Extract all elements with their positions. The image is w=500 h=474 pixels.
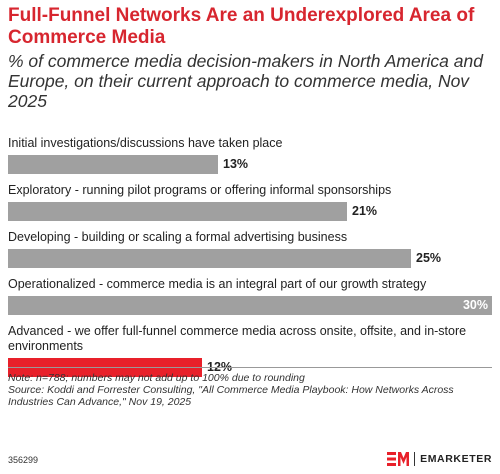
value-label: 13% bbox=[223, 157, 249, 171]
value-label: 25% bbox=[416, 251, 442, 265]
brand-name: EMARKETER bbox=[420, 453, 492, 465]
bar-row: Advanced - we offer full-funnel commerce… bbox=[8, 324, 492, 377]
bar bbox=[8, 249, 411, 268]
chart-title: Full-Funnel Networks Are an Underexplore… bbox=[8, 5, 475, 48]
category-label: Initial investigations/discussions have … bbox=[8, 136, 283, 150]
bar-row: Initial investigations/discussions have … bbox=[8, 136, 492, 174]
note-text: Note: n=788; numbers may not add up to 1… bbox=[8, 372, 305, 384]
bar bbox=[8, 202, 347, 221]
bar bbox=[8, 296, 492, 315]
category-label: Operationalized - commerce media is an i… bbox=[8, 277, 427, 291]
bar-track: 30% bbox=[8, 296, 492, 315]
bar-track: 13% bbox=[8, 155, 492, 174]
value-label: 30% bbox=[462, 298, 488, 312]
bar-chart: Initial investigations/discussions have … bbox=[0, 136, 500, 377]
footer-divider bbox=[8, 367, 492, 368]
footer-bar: 356299 EMARKETER bbox=[8, 451, 492, 467]
em-logo-icon bbox=[387, 452, 410, 466]
logo-separator bbox=[414, 452, 416, 466]
category-label: Exploratory - running pilot programs or … bbox=[8, 183, 392, 197]
chart-subtitle: % of commerce media decision-makers in N… bbox=[8, 51, 483, 111]
bar-row: Exploratory - running pilot programs or … bbox=[8, 183, 492, 221]
source-text: Source: Koddi and Forrester Consulting, … bbox=[8, 384, 454, 408]
brand-logo: EMARKETER bbox=[387, 451, 492, 467]
bar-row: Developing - building or scaling a forma… bbox=[8, 230, 492, 268]
bar bbox=[8, 155, 218, 174]
bar-track: 21% bbox=[8, 202, 492, 221]
bar-track: 25% bbox=[8, 249, 492, 268]
bar-row: Operationalized - commerce media is an i… bbox=[8, 277, 492, 315]
value-label: 21% bbox=[352, 204, 378, 218]
category-label: Advanced - we offer full-funnel commerce… bbox=[8, 324, 467, 353]
chart-id: 356299 bbox=[8, 455, 39, 465]
category-label: Developing - building or scaling a forma… bbox=[8, 230, 348, 244]
footnotes: Note: n=788; numbers may not add up to 1… bbox=[8, 372, 492, 408]
